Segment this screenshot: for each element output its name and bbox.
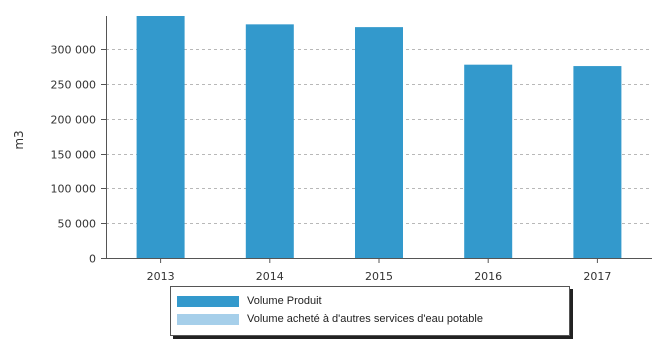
axes: [101, 16, 652, 263]
x-tick-label: 2014: [256, 270, 284, 283]
legend-label-volume-produit: Volume Produit: [247, 295, 322, 307]
y-tick-label: 300 000: [51, 44, 97, 57]
y-tick-label: 250 000: [51, 79, 97, 92]
bar-2017-series-0: [573, 66, 622, 258]
bar-2014-series-0: [245, 24, 294, 258]
y-tick-labels: 0 50 000 100 000 150 000 200 000 250 000 300 0…: [51, 44, 97, 266]
x-tick-label: 2016: [474, 270, 502, 283]
y-tick-label: 100 000: [51, 183, 97, 196]
legend-swatch-volume-achete: [177, 313, 239, 325]
y-tick-label: 200 000: [51, 114, 97, 127]
y-tick-label: 50 000: [58, 218, 97, 231]
x-tick-labels: 2013 2014 2015 2016 2017: [147, 270, 612, 283]
y-axis-label: m3: [12, 130, 26, 149]
legend: Volume Produit Volume acheté à d'autres …: [170, 286, 570, 336]
bars: [136, 16, 622, 259]
legend-item-volume-produit: Volume Produit: [177, 293, 322, 309]
x-tick-label: 2017: [583, 270, 611, 283]
y-tick-label: 150 000: [51, 149, 97, 162]
y-tick-label: 0: [89, 253, 96, 266]
x-tick-label: 2013: [147, 270, 175, 283]
bar-2015-series-0: [355, 27, 403, 259]
legend-swatch-volume-produit: [177, 295, 239, 307]
legend-label-volume-achete: Volume acheté à d'autres services d'eau …: [247, 313, 483, 325]
legend-item-volume-achete: Volume acheté à d'autres services d'eau …: [177, 311, 483, 327]
x-tick-label: 2015: [365, 270, 393, 283]
bar-2013-series-0: [136, 16, 185, 258]
bar-2016-series-0: [464, 64, 513, 258]
